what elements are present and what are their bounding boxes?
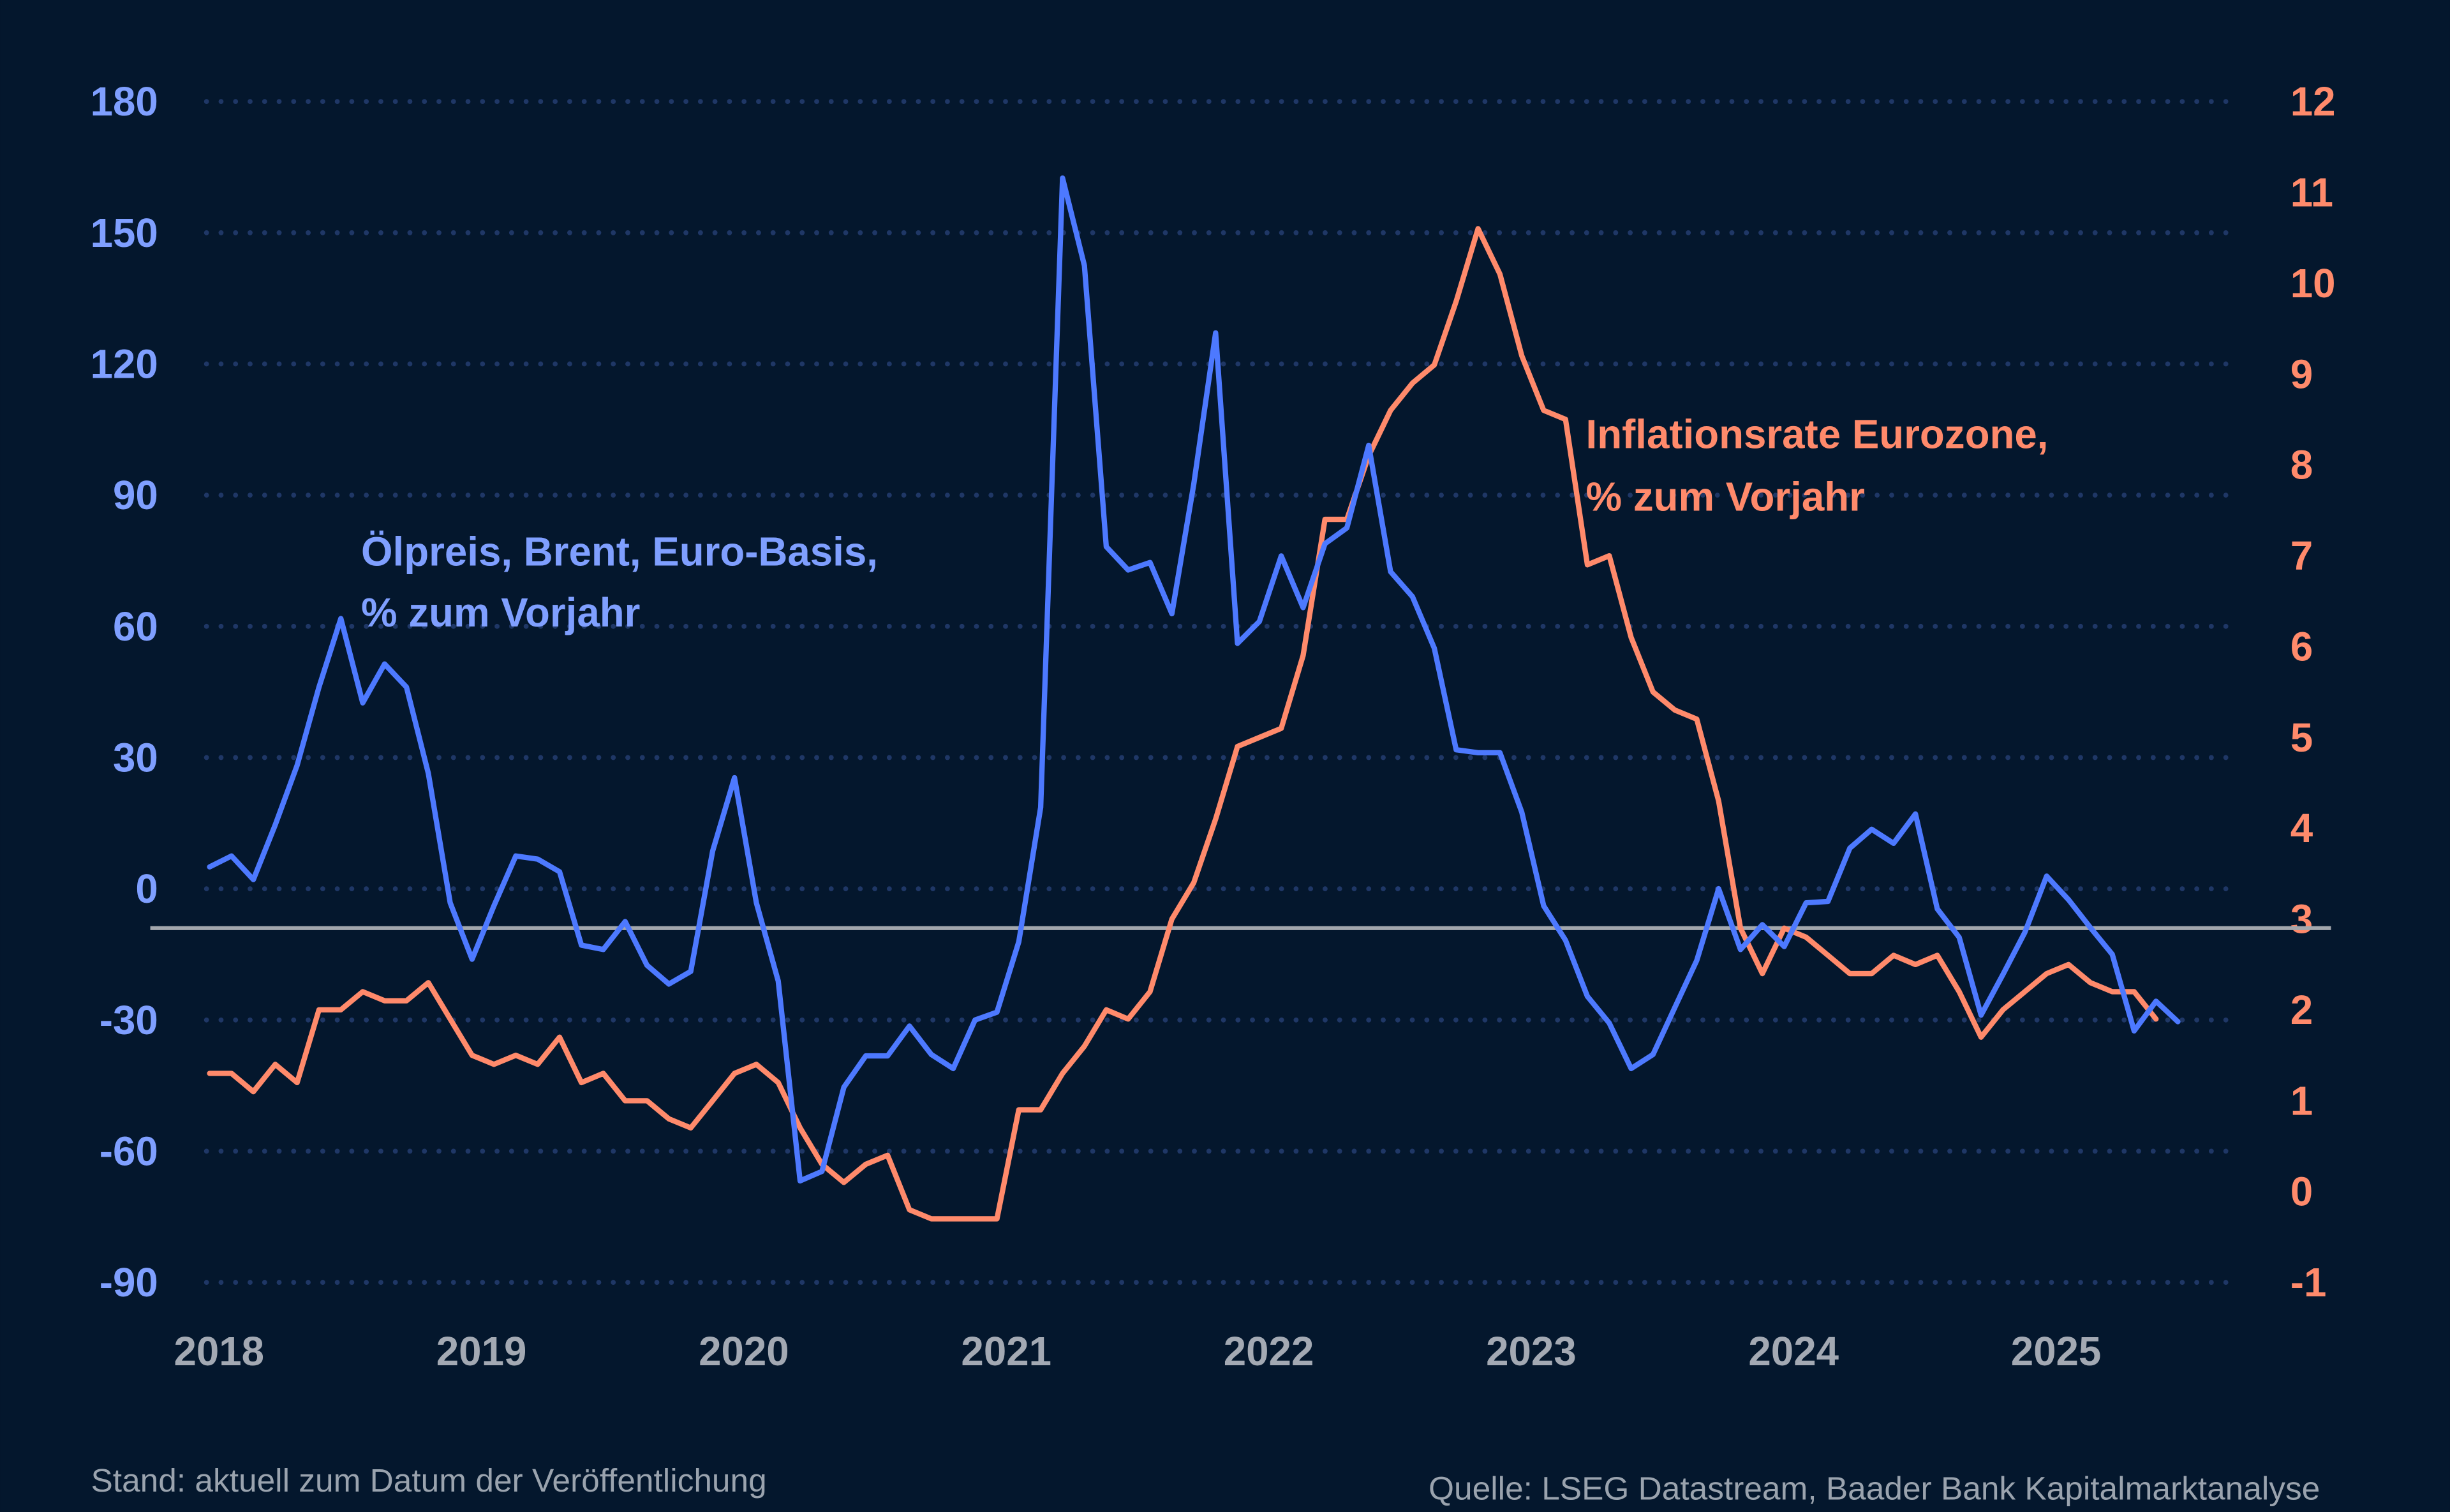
left-axis-tick-label: 0 — [135, 866, 158, 912]
left-axis-tick-label: 60 — [113, 604, 158, 649]
footer-source: Quelle: LSEG Datastream, Baader Bank Kap… — [1429, 1469, 2320, 1506]
x-axis-tick-label: 2022 — [1224, 1329, 1314, 1374]
x-axis-tick-label: 2019 — [436, 1329, 527, 1374]
left-axis-tick-label: 150 — [91, 211, 158, 256]
oil-series-label-line2: % zum Vorjahr — [361, 590, 640, 635]
right-axis-tick-label: -1 — [2290, 1260, 2327, 1305]
x-axis-tick-label: 2025 — [2011, 1329, 2102, 1374]
left-axis-tick-label: -60 — [100, 1129, 158, 1174]
right-axis-tick-label: 0 — [2290, 1169, 2313, 1215]
right-axis-tick-label: 1 — [2290, 1078, 2313, 1123]
right-axis-tick-label: 7 — [2290, 533, 2313, 579]
right-axis-tick-label: 5 — [2290, 715, 2313, 760]
right-axis-tick-label: 11 — [2290, 170, 2333, 216]
left-axis-tick-label: -90 — [100, 1260, 158, 1305]
footer-date-note: Stand: aktuell zum Datum der Veröffentli… — [91, 1462, 767, 1499]
x-axis-ticks: 2018 2019 2020 2021 2022 2023 2024 2025 — [174, 1329, 2101, 1374]
series-lines — [207, 175, 2181, 1222]
inflation-series-label-line2: % zum Vorjahr — [1586, 475, 1865, 520]
left-axis-tick-label: 180 — [91, 79, 158, 124]
left-axis-tick-label: 120 — [91, 342, 158, 387]
right-axis-tick-label: 9 — [2290, 352, 2313, 397]
x-axis-tick-label: 2018 — [174, 1329, 264, 1374]
left-axis-tick-label: 90 — [113, 473, 158, 518]
right-axis-tick-label: 3 — [2290, 897, 2313, 942]
inflation-line — [207, 226, 2159, 1222]
x-axis-tick-label: 2020 — [699, 1329, 789, 1374]
right-axis-tick-label: 12 — [2290, 79, 2336, 124]
right-axis-tick-label: 4 — [2290, 806, 2313, 851]
left-axis-tick-label: -30 — [100, 998, 158, 1043]
right-axis-tick-label: 10 — [2290, 261, 2336, 306]
oil-series-label: Ölpreis, Brent, Euro-Basis, — [361, 529, 878, 574]
x-axis-tick-label: 2024 — [1748, 1329, 1839, 1374]
inflation-series-label: Inflationsrate Eurozone, — [1586, 412, 2049, 457]
right-axis-tick-label: 6 — [2290, 624, 2313, 669]
right-axis-tick-label: 2 — [2290, 988, 2313, 1033]
left-axis-tick-label: 30 — [113, 735, 158, 780]
left-axis-ticks: 180 150 120 90 60 30 0 -30 -60 -90 — [91, 79, 158, 1305]
x-axis-tick-label: 2023 — [1486, 1329, 1577, 1374]
oil-price-line — [207, 175, 2181, 1184]
right-axis-tick-label: 8 — [2290, 443, 2313, 488]
x-axis-tick-label: 2021 — [961, 1329, 1051, 1374]
